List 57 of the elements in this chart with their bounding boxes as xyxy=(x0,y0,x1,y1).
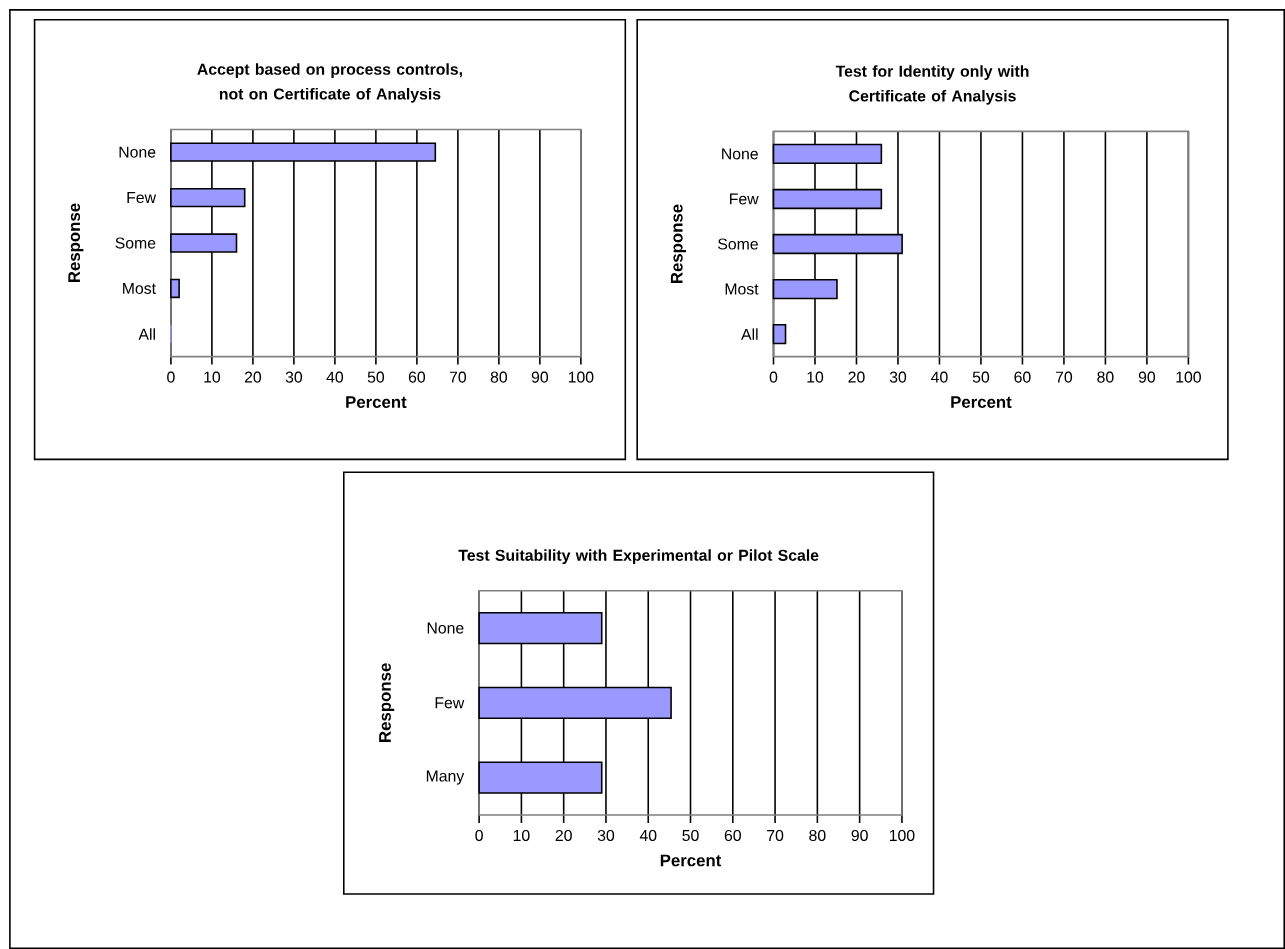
x-tick-label: 0 xyxy=(167,371,175,383)
x-tick-label: 100 xyxy=(568,371,594,383)
x-tick-label: 30 xyxy=(889,371,907,383)
x-tick-label: 40 xyxy=(326,371,344,383)
x-tick-label: 0 xyxy=(475,829,483,841)
x-tick-label: 80 xyxy=(490,371,508,383)
x-tick-label: 10 xyxy=(204,371,221,383)
x-tick-label: 90 xyxy=(851,829,868,841)
y-tick-label: None xyxy=(722,148,758,160)
chart-title: Test Suitability with Experimental or Pilot Scale xyxy=(458,549,819,564)
bar xyxy=(170,278,180,299)
y-axis-title: Response xyxy=(68,203,84,282)
y-tick-label: Most xyxy=(123,282,156,294)
x-tick-label: 40 xyxy=(931,371,948,383)
x-axis-title: Percent xyxy=(951,396,1012,408)
x-tick-label: 60 xyxy=(724,829,741,841)
x-tick-label: 20 xyxy=(244,371,262,383)
x-tick-label: 50 xyxy=(682,829,699,841)
x-tick-label: 100 xyxy=(889,829,915,841)
x-tick-label: 10 xyxy=(513,829,530,841)
chart-title: Accept based on process controls, not on Certificate of Analysis xyxy=(197,63,462,103)
y-axis-title: Response xyxy=(670,204,686,283)
y-tick-label: Some xyxy=(115,237,156,249)
x-tick-label: 40 xyxy=(639,829,657,841)
y-tick-label: All xyxy=(138,328,155,340)
x-tick-label: 60 xyxy=(1014,371,1031,383)
x-tick-label: 100 xyxy=(1176,371,1201,383)
x-tick-label: 80 xyxy=(809,829,826,841)
y-tick-label: All xyxy=(741,328,758,340)
x-tick-label: 60 xyxy=(408,371,426,383)
y-tick-label: Few xyxy=(127,192,157,204)
x-tick-label: 70 xyxy=(767,829,784,841)
y-axis-title: Response xyxy=(379,663,395,742)
x-tick-label: 80 xyxy=(1097,371,1114,383)
x-tick-label: 90 xyxy=(531,371,549,383)
x-tick-label: 30 xyxy=(597,829,615,841)
x-tick-label: 70 xyxy=(1055,371,1073,383)
y-tick-label: Many xyxy=(426,770,465,785)
x-tick-label: 50 xyxy=(367,371,385,383)
x-axis-title: Percent xyxy=(660,854,722,867)
x-tick-label: 10 xyxy=(807,371,824,383)
y-tick-label: Some xyxy=(718,238,758,250)
x-tick-label: 20 xyxy=(555,829,572,841)
x-tick-label: 0 xyxy=(769,371,778,383)
chart-title: Test for Identity only with Certificate of Analysis xyxy=(835,65,1029,105)
x-axis-title: Percent xyxy=(346,396,407,408)
y-tick-label: Few xyxy=(435,697,465,709)
bar xyxy=(772,323,787,345)
x-tick-label: 90 xyxy=(1138,371,1156,383)
y-tick-label: None xyxy=(427,622,464,634)
x-tick-label: 70 xyxy=(449,371,467,383)
x-tick-label: 50 xyxy=(972,371,990,383)
y-tick-label: Most xyxy=(725,283,759,295)
y-tick-label: None xyxy=(119,146,156,158)
y-tick-label: Few xyxy=(730,193,759,205)
x-tick-label: 20 xyxy=(848,371,865,383)
x-tick-label: 30 xyxy=(285,371,303,383)
